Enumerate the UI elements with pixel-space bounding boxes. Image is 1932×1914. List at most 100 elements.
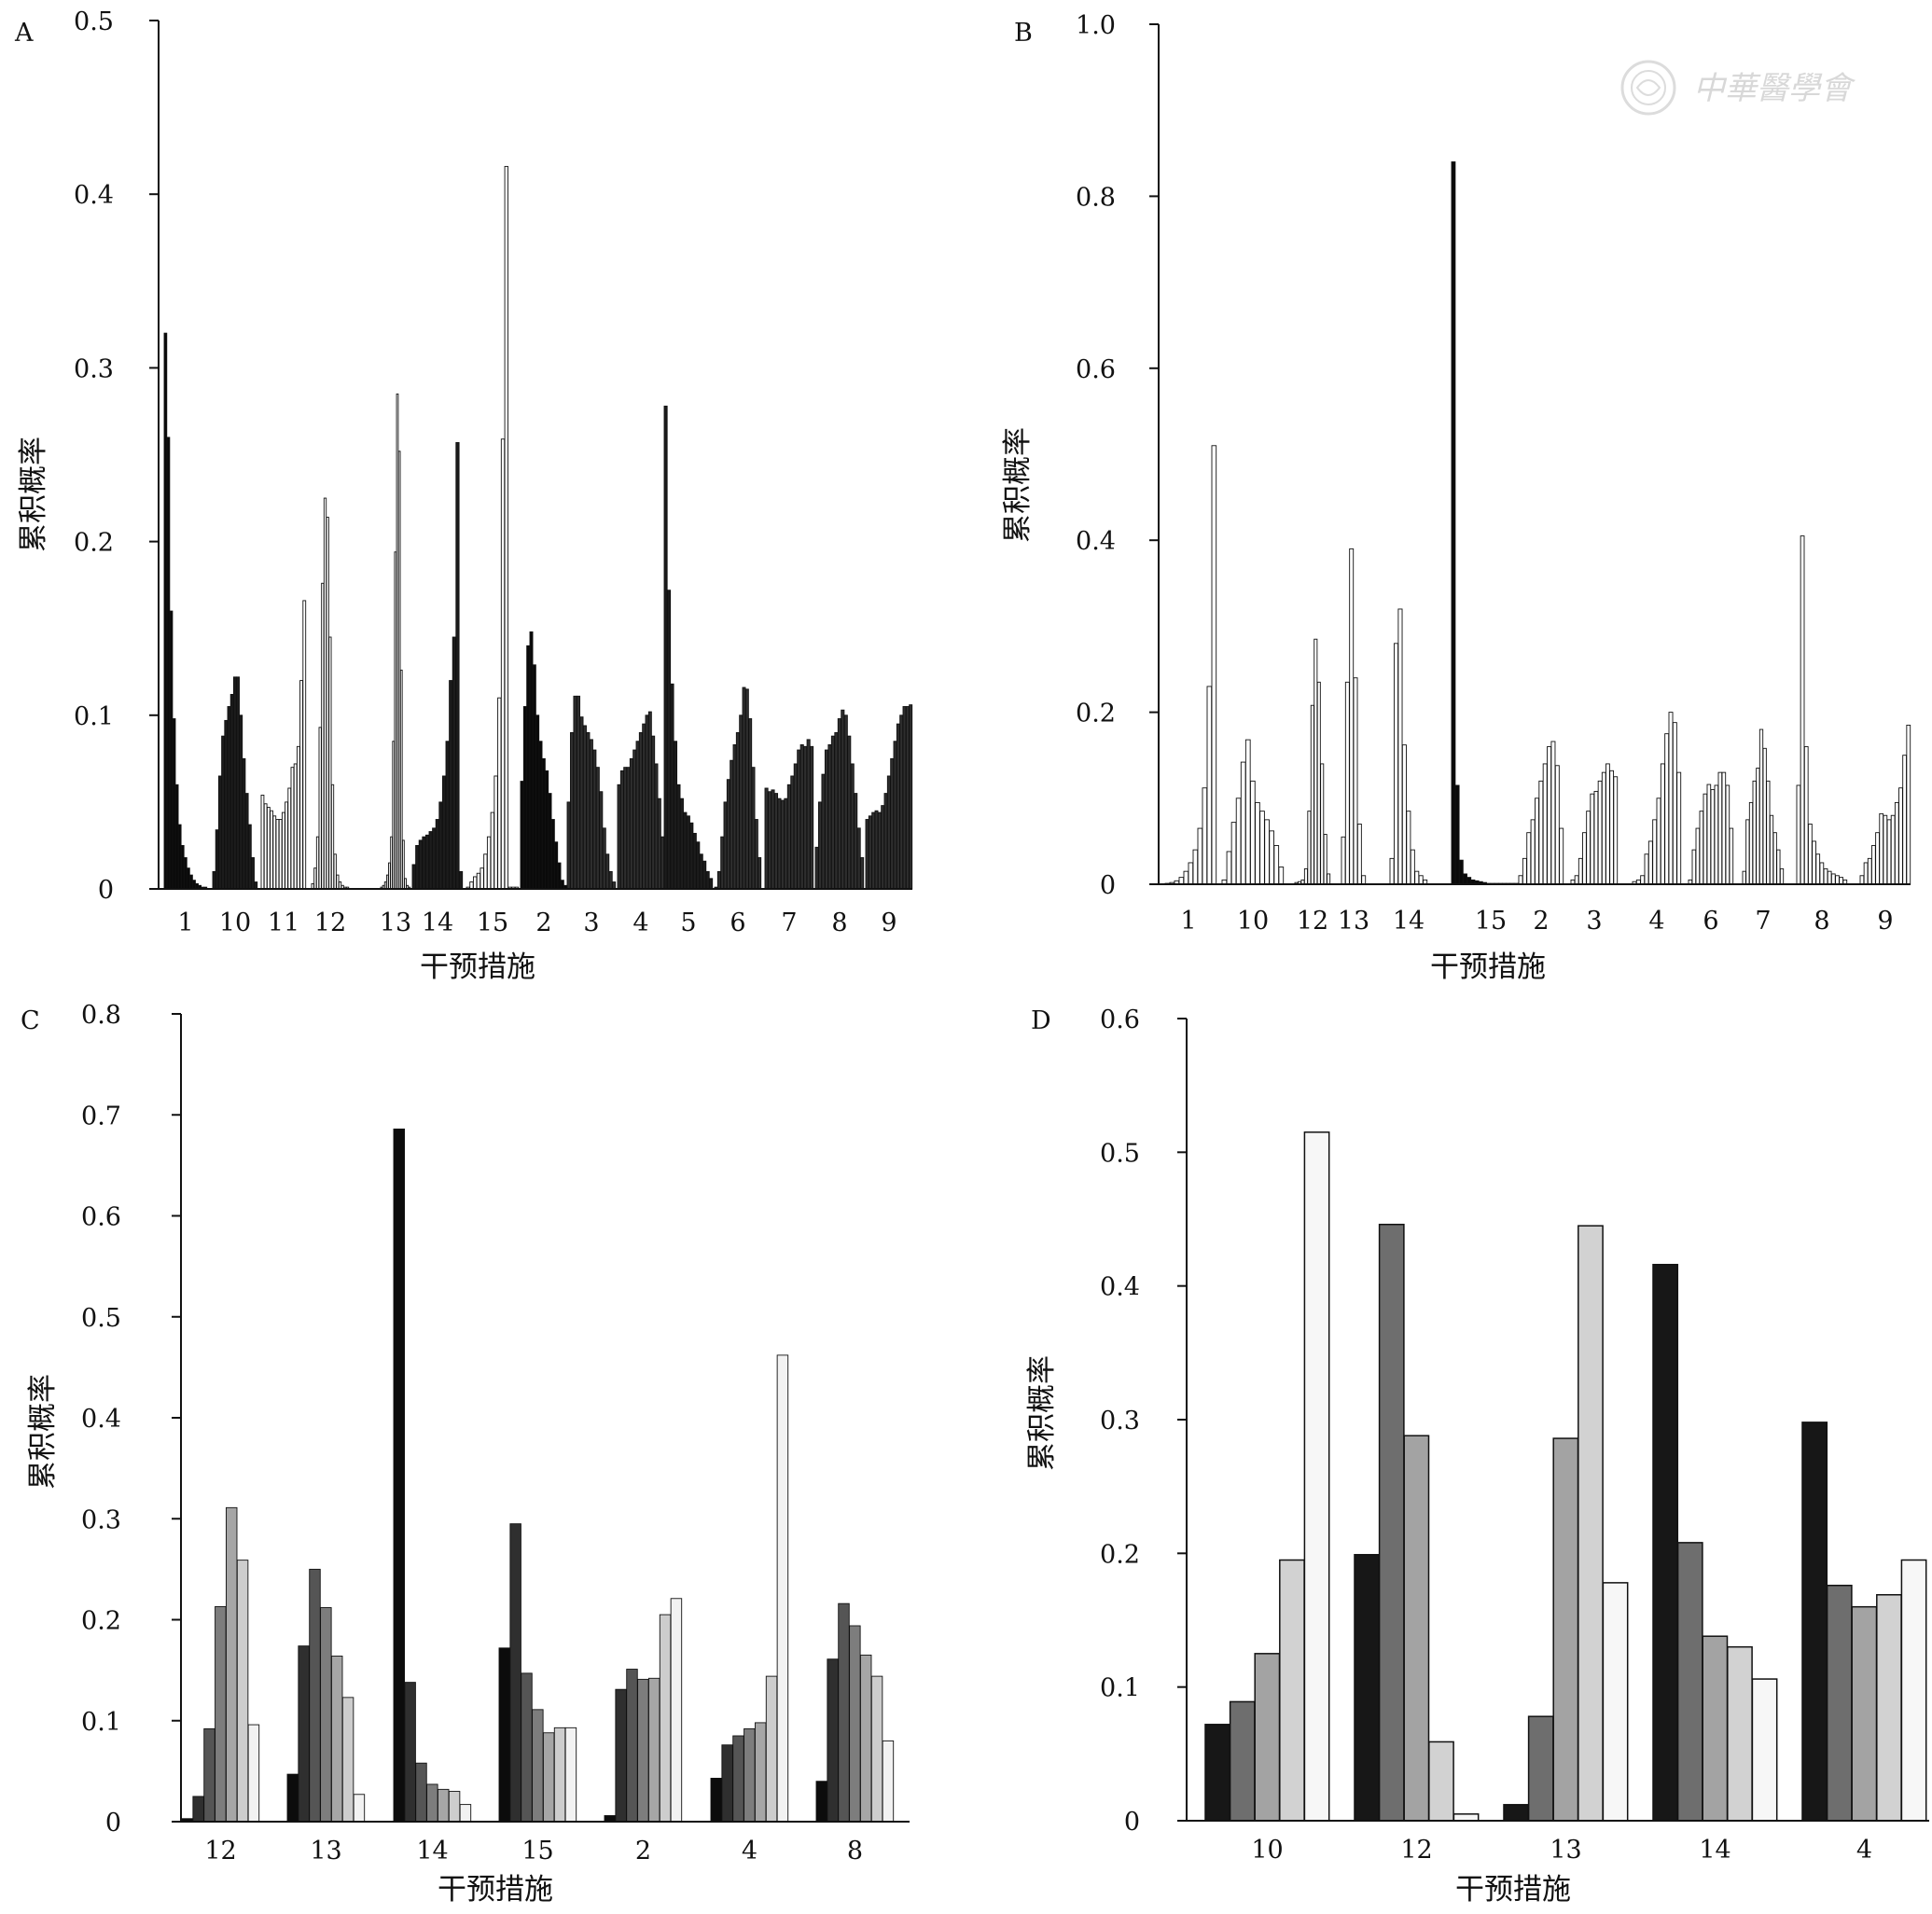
panel-a-axes xyxy=(158,21,912,890)
panel-b-bar-1-6 xyxy=(1183,870,1189,885)
panel-a-bar-11-5 xyxy=(272,815,277,890)
panel-b-bars xyxy=(1160,161,1911,885)
panel-c-y-tick-label: 0.4 xyxy=(81,1405,121,1434)
panel-b-bar-10-13 xyxy=(1278,867,1285,885)
panel-a-x-tick-label: 11 xyxy=(268,908,299,937)
panel-b-bar-12-10 xyxy=(1323,834,1327,885)
panel-b-bar-10-12 xyxy=(1273,845,1280,885)
panel-b-bar-2-10 xyxy=(1554,765,1560,885)
panel-b-bar-15-3 xyxy=(1458,859,1464,885)
panel-d-bar-14-5 xyxy=(1751,1678,1778,1822)
panel-d-y-tick-label: 0 xyxy=(1124,1808,1140,1837)
panel-a-category-labels: 1 10 11 12 13 14 15 2 3 4 5 6 7 8 9 xyxy=(177,908,897,937)
panel-b-bar-12-7 xyxy=(1313,638,1318,885)
panel-b-bar-8-11 xyxy=(1835,875,1840,885)
panel-b-bar-14-2 xyxy=(1393,643,1399,885)
panel-a-bar-6-7 xyxy=(732,744,737,890)
panel-a-bar-10-2 xyxy=(215,829,219,890)
panel-c-bar-8-6 xyxy=(870,1675,883,1823)
panel-b-bar-6-8 xyxy=(1714,784,1719,885)
panel-a-bar-2-3 xyxy=(526,645,531,890)
panel-a-bar-5-12 xyxy=(699,853,703,890)
panel-a-bar-4-12 xyxy=(651,735,656,890)
panel-a-bar-15-8 xyxy=(490,811,495,890)
panel-b-bar-8-4 xyxy=(1808,824,1813,885)
panel-a-bar-12-2 xyxy=(313,867,317,890)
panel-b-bar-8-1 xyxy=(1796,784,1801,885)
panel-b-bar-7-11 xyxy=(1776,849,1781,885)
panel-a-bar-11-15 xyxy=(302,600,307,890)
panel-b-bar-6-6 xyxy=(1706,784,1712,885)
panel-b-bar-7-7 xyxy=(1762,747,1767,885)
panel-b-bar-2-5 xyxy=(1534,798,1539,885)
panel-a-bar-5-10 xyxy=(692,832,697,890)
panel-b-bar-12-8 xyxy=(1316,681,1321,885)
panel-a-bar-7-8 xyxy=(786,784,791,890)
panel-c-bar-14-3 xyxy=(415,1762,427,1823)
panel-c-bar-15-7 xyxy=(564,1727,577,1823)
panel-a-x-tick-label: 2 xyxy=(535,908,551,937)
panel-b-bar-13-2 xyxy=(1344,681,1350,885)
panel-a-bar-15-9 xyxy=(493,775,498,890)
panel-c-bar-8-4 xyxy=(849,1625,861,1823)
panel-a-bar-11-14 xyxy=(299,680,303,890)
panel-b-bar-2-8 xyxy=(1547,746,1552,885)
panel-b-bar-10-8 xyxy=(1255,801,1260,885)
panel-c-label: C xyxy=(21,1006,40,1035)
panel-a-bar-15-2 xyxy=(469,881,474,890)
panel-a-bar-13-10 xyxy=(397,451,401,890)
panel-c-bar-13-6 xyxy=(341,1697,354,1823)
panel-c-bar-4-6 xyxy=(765,1675,778,1823)
panel-a-bar-14-10 xyxy=(441,775,447,890)
panel-b-bar-9-1 xyxy=(1859,875,1865,885)
panel-d-bar-14-1 xyxy=(1652,1263,1679,1822)
panel-c-bar-14-2 xyxy=(404,1682,416,1823)
panel-c-x-tick-label: 8 xyxy=(847,1837,863,1865)
panel-c-bars xyxy=(181,1128,895,1823)
panel-a-bar-12-3 xyxy=(315,836,320,890)
panel-b-bar-7-4 xyxy=(1752,780,1757,885)
panel-a-bar-1-8 xyxy=(184,857,188,890)
panel-b-bar-7-10 xyxy=(1772,832,1777,885)
panel-b-bar-1-8 xyxy=(1192,849,1199,885)
panel-a-x-tick-label: 12 xyxy=(314,908,346,937)
panel-d-bar-12-4 xyxy=(1428,1741,1454,1822)
panel-d-x-tick-label: 4 xyxy=(1856,1836,1872,1865)
panel-a-bar-1-11 xyxy=(192,880,196,890)
panel-b-bar-10-11 xyxy=(1269,830,1275,885)
panel-c-bar-14-4 xyxy=(426,1783,438,1823)
panel-a-bar-7-13 xyxy=(803,745,808,890)
panel-d-bar-12-5 xyxy=(1452,1813,1480,1822)
panel-b-bar-3-4 xyxy=(1582,832,1587,885)
panel-a-bar-15-6 xyxy=(483,853,488,890)
panel-a-bar-10-14 xyxy=(251,857,255,890)
panel-b-y-axis-title: 累积概率 xyxy=(1001,427,1035,543)
panel-a-bar-10-3 xyxy=(217,775,222,890)
panel-a-bar-7-7 xyxy=(784,798,788,890)
panel-c-y-tick-label: 0.2 xyxy=(81,1607,121,1636)
panel-a-bar-14-8 xyxy=(435,819,439,890)
panel-a-bar-4-1 xyxy=(617,784,621,890)
panel-b-x-tick-label: 4 xyxy=(1648,907,1664,936)
panel-b-y-tick-label: 0.2 xyxy=(1076,700,1116,728)
panel-a-bar-3-11 xyxy=(599,791,604,890)
panel-b-bar-4-12 xyxy=(1676,771,1682,885)
panel-d-label: D xyxy=(1031,1006,1051,1035)
panel-a-bar-6-3 xyxy=(720,836,725,890)
panel-b-bar-2-6 xyxy=(1538,780,1544,885)
panel-a-bar-15-12 xyxy=(504,165,508,890)
panel-b-bar-7-5 xyxy=(1756,768,1760,885)
panel-b-bar-7-9 xyxy=(1769,814,1774,885)
panel-a-bar-12-11 xyxy=(336,874,340,890)
panel-b-bar-10-9 xyxy=(1259,811,1265,885)
panel-b-bar-4-8 xyxy=(1660,763,1665,885)
panel-d-bar-4-4 xyxy=(1876,1594,1902,1822)
panel-c-bar-13-1 xyxy=(286,1773,299,1823)
panel-b-bar-1-9 xyxy=(1197,827,1203,885)
panel-a-y-tick-label: 0.2 xyxy=(74,529,114,558)
panel-a-bar-7-3 xyxy=(771,789,775,890)
panel-a-bar-7-5 xyxy=(777,798,782,890)
panel-a-x-tick-label: 8 xyxy=(831,908,847,937)
panel-b-bar-2-2 xyxy=(1522,857,1527,885)
panel-a-bar-15-5 xyxy=(480,867,484,890)
